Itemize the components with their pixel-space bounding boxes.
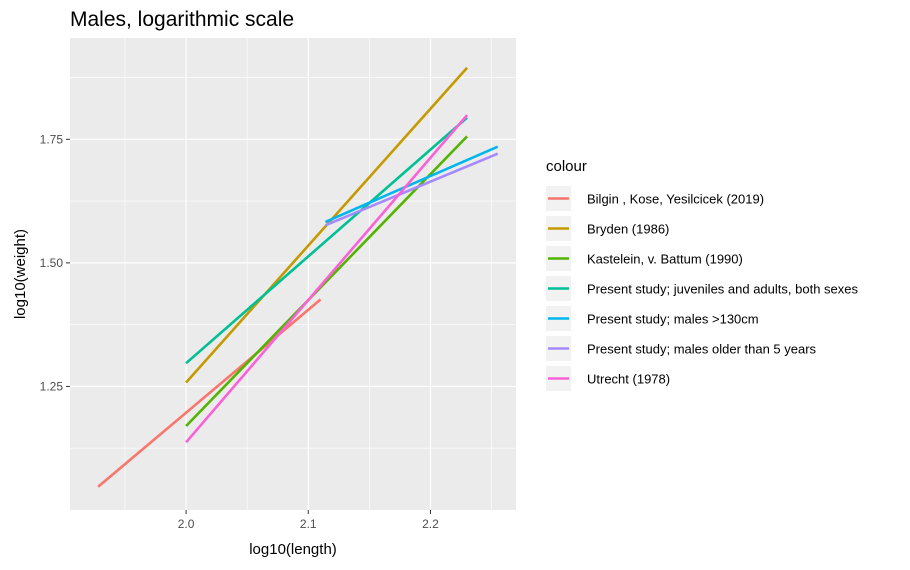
legend-label: Kastelein, v. Battum (1990) xyxy=(587,252,743,267)
legend: colour Bilgin , Kose, Yesilcicek (2019) B… xyxy=(546,158,858,391)
legend-label: Utrecht (1978) xyxy=(587,372,670,387)
chart-title: Males, logarithmic scale xyxy=(70,8,294,31)
legend-label: Present study; males >130cm xyxy=(587,312,759,327)
x-tick-label: 2.2 xyxy=(422,517,439,531)
y-axis-title: log10(weight) xyxy=(12,229,29,319)
x-axis: 2.0 2.1 2.2 xyxy=(178,510,439,531)
series-line xyxy=(324,145,499,224)
y-axis: 1.25 1.50 1.75 xyxy=(40,132,70,393)
x-tick-label: 2.0 xyxy=(178,517,195,531)
x-tick-label: 2.1 xyxy=(300,517,317,531)
x-axis-title: log10(length) xyxy=(249,541,337,558)
y-tick-label: 1.50 xyxy=(40,256,64,270)
plot-panel xyxy=(70,38,516,510)
legend-label: Bryden (1986) xyxy=(587,222,669,237)
y-tick-label: 1.25 xyxy=(40,379,64,393)
legend-label: Present study; juveniles and adults, bot… xyxy=(587,282,858,297)
series-lines xyxy=(97,66,499,488)
legend-label: Present study; males older than 5 years xyxy=(587,342,817,357)
series-line xyxy=(185,114,469,444)
legend-label: Bilgin , Kose, Yesilcicek (2019) xyxy=(587,192,764,207)
series-line xyxy=(185,116,468,365)
legend-title: colour xyxy=(546,158,587,175)
series-line xyxy=(324,152,499,227)
y-tick-label: 1.75 xyxy=(40,132,64,146)
